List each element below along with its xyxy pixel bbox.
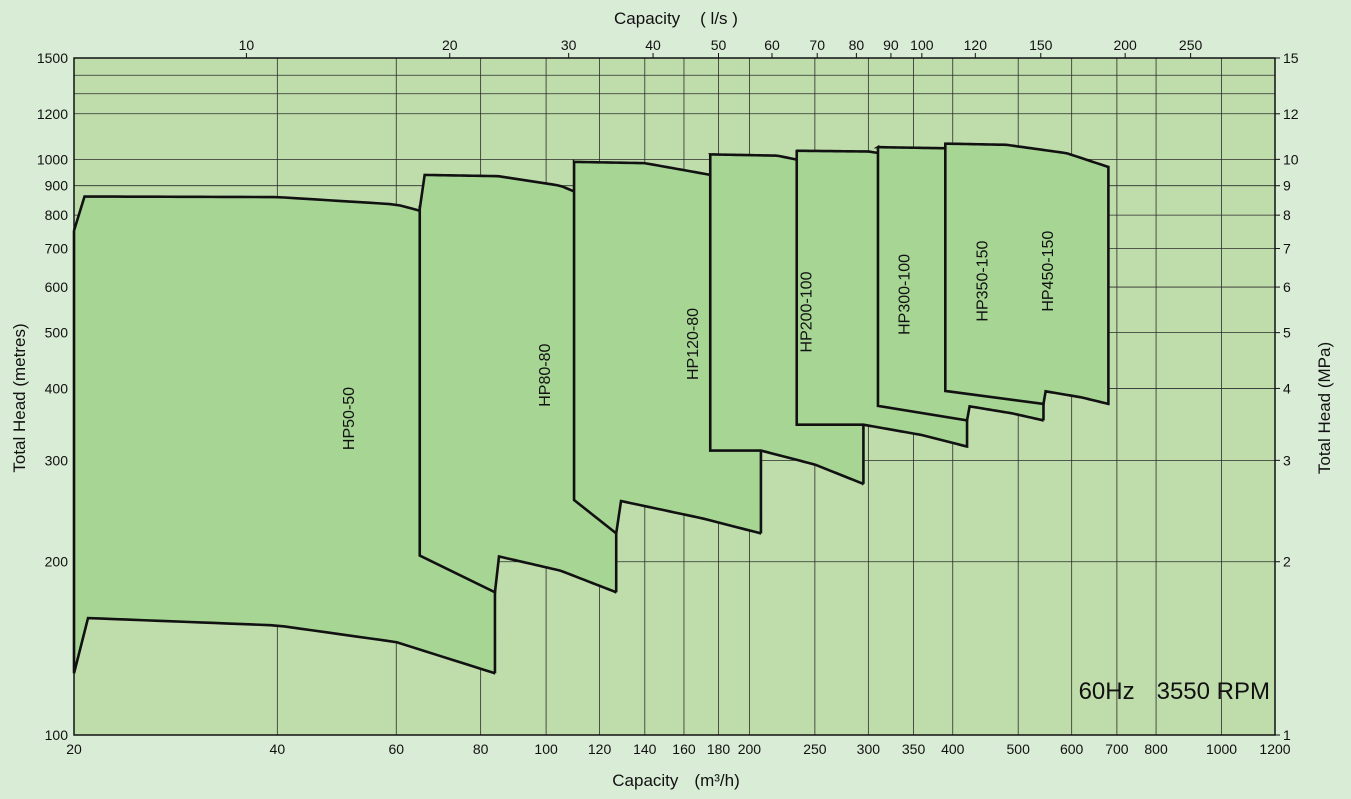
y-left-tick-label: 1000 — [37, 151, 68, 167]
tick-labels: 20 40 60 80 100 120 140 160 180 200 250 300 350 400 50… — [37, 37, 1299, 757]
x-bottom-tick-label: 350 — [902, 741, 926, 757]
x-bottom-tick-label: 300 — [857, 741, 881, 757]
x-top-axis-unit: ( l/s ) — [700, 9, 738, 28]
x-top-tick-label: 250 — [1179, 37, 1203, 53]
x-bottom-tick-label: 800 — [1144, 741, 1168, 757]
performance-region-hp450-150 — [944, 142, 1110, 406]
x-top-tick-label: 10 — [239, 37, 255, 53]
x-bottom-tick-label: 1200 — [1259, 741, 1290, 757]
y-right-tick-label: 12 — [1283, 106, 1299, 122]
y-right-tick-label: 5 — [1283, 325, 1291, 341]
y-left-tick-label: 500 — [45, 325, 69, 341]
x-bottom-tick-label: 100 — [534, 741, 558, 757]
y-right-tick-label: 1 — [1283, 727, 1291, 743]
x-top-tick-label: 70 — [809, 37, 825, 53]
x-bottom-tick-label: 400 — [941, 741, 965, 757]
x-top-tick-label: 50 — [711, 37, 727, 53]
y-left-tick-label: 600 — [45, 279, 69, 295]
series-label-hp80-80: HP80-80 — [537, 344, 554, 407]
performance-regions — [72, 142, 1110, 675]
x-bottom-tick-label: 500 — [1007, 741, 1031, 757]
x-bottom-axis-unit: (m³/h) — [694, 771, 739, 790]
x-bottom-axis-title: Capacity (m³/h) — [612, 771, 739, 790]
series-label-hp50-50: HP50-50 — [341, 387, 358, 450]
x-bottom-tick-label: 80 — [473, 741, 489, 757]
x-top-tick-label: 60 — [764, 37, 780, 53]
series-label-hp120-80: HP120-80 — [685, 308, 702, 380]
x-bottom-tick-label: 40 — [270, 741, 286, 757]
y-left-tick-label: 900 — [45, 178, 69, 194]
y-left-tick-label: 700 — [45, 241, 69, 257]
x-top-tick-label: 150 — [1029, 37, 1053, 53]
x-top-tick-label: 40 — [645, 37, 661, 53]
y-right-tick-label: 6 — [1283, 279, 1291, 295]
y-left-tick-label: 800 — [45, 207, 69, 223]
y-right-tick-label: 2 — [1283, 554, 1291, 570]
y-left-tick-label: 100 — [45, 727, 69, 743]
x-bottom-tick-label: 20 — [66, 741, 82, 757]
x-bottom-tick-label: 140 — [633, 741, 657, 757]
x-top-axis-label: Capacity — [614, 9, 681, 28]
x-bottom-tick-label: 60 — [388, 741, 404, 757]
x-top-axis-title: Capacity ( l/s ) — [614, 9, 738, 28]
x-bottom-tick-label: 250 — [803, 741, 827, 757]
x-top-tick-label: 200 — [1113, 37, 1137, 53]
y-right-tick-label: 3 — [1283, 452, 1291, 468]
series-label-hp300-100: HP300-100 — [896, 254, 913, 335]
x-bottom-axis-label: Capacity — [612, 771, 679, 790]
plot-frame — [73, 57, 1276, 736]
x-bottom-tick-label: 160 — [672, 741, 696, 757]
x-bottom-tick-label: 600 — [1060, 741, 1084, 757]
x-top-tick-label: 20 — [442, 37, 458, 53]
y-right-tick-label: 15 — [1283, 50, 1299, 66]
x-top-tick-label: 100 — [910, 37, 934, 53]
x-bottom-tick-label: 1000 — [1206, 741, 1237, 757]
y-right-tick-label: 7 — [1283, 241, 1291, 257]
x-bottom-tick-label: 120 — [588, 741, 612, 757]
y-right-axis-title: Total Head (MPa) — [1315, 342, 1334, 474]
speed-annotation: 60Hz 3550 RPM — [1079, 678, 1270, 705]
y-left-tick-label: 1500 — [37, 50, 68, 66]
series-label-hp350-150: HP350-150 — [974, 241, 991, 322]
x-top-tick-label: 90 — [883, 37, 899, 53]
y-right-tick-label: 8 — [1283, 207, 1291, 223]
y-right-tick-label: 9 — [1283, 178, 1291, 194]
x-bottom-tick-label: 180 — [707, 741, 731, 757]
x-top-tick-label: 30 — [561, 37, 577, 53]
y-left-tick-label: 400 — [45, 380, 69, 396]
series-labels: HP50-50 HP80-80 HP120-80 HP200-100 HP300-100… — [341, 231, 1057, 450]
y-left-tick-label: 200 — [45, 554, 69, 570]
y-left-tick-label: 1200 — [37, 106, 68, 122]
x-top-tick-label: 120 — [964, 37, 988, 53]
series-label-hp200-100: HP200-100 — [799, 271, 816, 352]
y-right-tick-label: 10 — [1283, 151, 1299, 167]
speed-label: 3550 RPM — [1157, 678, 1270, 705]
x-bottom-tick-label: 700 — [1105, 741, 1129, 757]
x-top-tick-label: 80 — [849, 37, 865, 53]
y-left-tick-label: 300 — [45, 452, 69, 468]
x-bottom-tick-label: 200 — [738, 741, 762, 757]
y-right-tick-label: 4 — [1283, 380, 1291, 396]
y-left-axis-title: Total Head (metres) — [10, 323, 29, 472]
series-label-hp450-150: HP450-150 — [1040, 231, 1057, 312]
frequency-label: 60Hz — [1079, 678, 1135, 705]
